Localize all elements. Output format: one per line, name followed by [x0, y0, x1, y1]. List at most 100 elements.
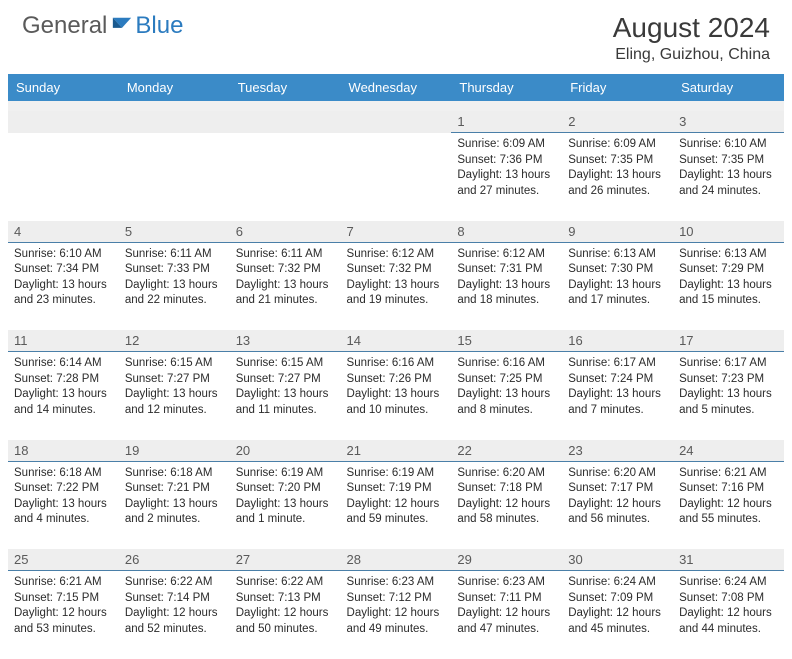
daylight-text: Daylight: 13 hours and 11 minutes. [236, 387, 335, 418]
sunset-text: Sunset: 7:23 PM [679, 372, 778, 388]
day-number-cell: 29 [451, 549, 562, 571]
daylight-text: Daylight: 13 hours and 10 minutes. [347, 387, 446, 418]
day-number-cell: 13 [230, 330, 341, 352]
day-cell: Sunrise: 6:23 AMSunset: 7:12 PMDaylight:… [341, 571, 452, 659]
sunset-text: Sunset: 7:32 PM [236, 262, 335, 278]
day-cell: Sunrise: 6:21 AMSunset: 7:16 PMDaylight:… [673, 461, 784, 549]
week-row: Sunrise: 6:14 AMSunset: 7:28 PMDaylight:… [8, 352, 784, 440]
day-number-cell: 21 [341, 440, 452, 462]
sunrise-text: Sunrise: 6:23 AM [457, 575, 556, 591]
day-number-cell: 31 [673, 549, 784, 571]
sunset-text: Sunset: 7:27 PM [125, 372, 224, 388]
day-number-cell: 27 [230, 549, 341, 571]
sunrise-text: Sunrise: 6:09 AM [457, 137, 556, 153]
sunrise-text: Sunrise: 6:12 AM [347, 247, 446, 263]
day-cell: Sunrise: 6:09 AMSunset: 7:35 PMDaylight:… [562, 133, 673, 221]
day-number-cell [230, 111, 341, 133]
day-cell: Sunrise: 6:19 AMSunset: 7:20 PMDaylight:… [230, 461, 341, 549]
logo: General Blue [22, 12, 183, 40]
day-header: Sunday [8, 74, 119, 101]
day-header: Friday [562, 74, 673, 101]
sunrise-text: Sunrise: 6:22 AM [125, 575, 224, 591]
sunrise-text: Sunrise: 6:17 AM [568, 356, 667, 372]
sunset-text: Sunset: 7:25 PM [457, 372, 556, 388]
day-cell: Sunrise: 6:11 AMSunset: 7:33 PMDaylight:… [119, 242, 230, 330]
day-number-cell: 10 [673, 221, 784, 243]
sunrise-text: Sunrise: 6:13 AM [679, 247, 778, 263]
daylight-text: Daylight: 12 hours and 59 minutes. [347, 497, 446, 528]
sunrise-text: Sunrise: 6:16 AM [347, 356, 446, 372]
day-number-cell: 6 [230, 221, 341, 243]
header: General Blue August 2024 Eling, Guizhou,… [0, 0, 792, 70]
sunset-text: Sunset: 7:32 PM [347, 262, 446, 278]
day-number-cell: 23 [562, 440, 673, 462]
day-header-row: Sunday Monday Tuesday Wednesday Thursday… [8, 74, 784, 101]
day-header: Wednesday [341, 74, 452, 101]
sunset-text: Sunset: 7:27 PM [236, 372, 335, 388]
sunrise-text: Sunrise: 6:11 AM [125, 247, 224, 263]
daylight-text: Daylight: 12 hours and 53 minutes. [14, 606, 113, 637]
day-number-row: 123 [8, 111, 784, 133]
sunrise-text: Sunrise: 6:18 AM [14, 466, 113, 482]
day-number-cell [341, 111, 452, 133]
day-number-cell [119, 111, 230, 133]
sunrise-text: Sunrise: 6:18 AM [125, 466, 224, 482]
sunset-text: Sunset: 7:22 PM [14, 481, 113, 497]
sunset-text: Sunset: 7:21 PM [125, 481, 224, 497]
daylight-text: Daylight: 13 hours and 22 minutes. [125, 278, 224, 309]
month-title: August 2024 [613, 12, 770, 44]
day-number-cell: 26 [119, 549, 230, 571]
day-number-cell: 28 [341, 549, 452, 571]
day-cell: Sunrise: 6:15 AMSunset: 7:27 PMDaylight:… [119, 352, 230, 440]
sunrise-text: Sunrise: 6:20 AM [457, 466, 556, 482]
sunrise-text: Sunrise: 6:13 AM [568, 247, 667, 263]
week-row: Sunrise: 6:09 AMSunset: 7:36 PMDaylight:… [8, 133, 784, 221]
daylight-text: Daylight: 13 hours and 15 minutes. [679, 278, 778, 309]
day-cell: Sunrise: 6:10 AMSunset: 7:34 PMDaylight:… [8, 242, 119, 330]
daylight-text: Daylight: 13 hours and 14 minutes. [14, 387, 113, 418]
day-cell: Sunrise: 6:21 AMSunset: 7:15 PMDaylight:… [8, 571, 119, 659]
day-cell: Sunrise: 6:13 AMSunset: 7:30 PMDaylight:… [562, 242, 673, 330]
sunset-text: Sunset: 7:11 PM [457, 591, 556, 607]
sunset-text: Sunset: 7:35 PM [679, 153, 778, 169]
week-row: Sunrise: 6:21 AMSunset: 7:15 PMDaylight:… [8, 571, 784, 659]
week-row: Sunrise: 6:18 AMSunset: 7:22 PMDaylight:… [8, 461, 784, 549]
day-number-cell: 2 [562, 111, 673, 133]
day-cell: Sunrise: 6:20 AMSunset: 7:18 PMDaylight:… [451, 461, 562, 549]
day-number-row: 25262728293031 [8, 549, 784, 571]
sunset-text: Sunset: 7:19 PM [347, 481, 446, 497]
daylight-text: Daylight: 12 hours and 44 minutes. [679, 606, 778, 637]
sunset-text: Sunset: 7:17 PM [568, 481, 667, 497]
logo-text-blue: Blue [135, 12, 183, 40]
location-text: Eling, Guizhou, China [613, 46, 770, 64]
logo-flag-icon [111, 15, 133, 37]
sunrise-text: Sunrise: 6:22 AM [236, 575, 335, 591]
sunrise-text: Sunrise: 6:10 AM [14, 247, 113, 263]
day-cell: Sunrise: 6:14 AMSunset: 7:28 PMDaylight:… [8, 352, 119, 440]
sunset-text: Sunset: 7:24 PM [568, 372, 667, 388]
day-cell: Sunrise: 6:23 AMSunset: 7:11 PMDaylight:… [451, 571, 562, 659]
calendar-body: 123Sunrise: 6:09 AMSunset: 7:36 PMDaylig… [8, 111, 784, 659]
daylight-text: Daylight: 13 hours and 2 minutes. [125, 497, 224, 528]
daylight-text: Daylight: 13 hours and 4 minutes. [14, 497, 113, 528]
sunrise-text: Sunrise: 6:15 AM [236, 356, 335, 372]
day-header: Saturday [673, 74, 784, 101]
day-number-cell: 9 [562, 221, 673, 243]
sunset-text: Sunset: 7:28 PM [14, 372, 113, 388]
day-cell: Sunrise: 6:20 AMSunset: 7:17 PMDaylight:… [562, 461, 673, 549]
day-number-cell: 15 [451, 330, 562, 352]
day-cell: Sunrise: 6:12 AMSunset: 7:32 PMDaylight:… [341, 242, 452, 330]
sunrise-text: Sunrise: 6:21 AM [679, 466, 778, 482]
day-number-cell [8, 111, 119, 133]
sunset-text: Sunset: 7:14 PM [125, 591, 224, 607]
title-block: August 2024 Eling, Guizhou, China [613, 12, 770, 64]
day-header: Thursday [451, 74, 562, 101]
day-number-cell: 7 [341, 221, 452, 243]
day-number-cell: 22 [451, 440, 562, 462]
sunset-text: Sunset: 7:08 PM [679, 591, 778, 607]
sunrise-text: Sunrise: 6:24 AM [679, 575, 778, 591]
day-number-cell: 18 [8, 440, 119, 462]
sunrise-text: Sunrise: 6:16 AM [457, 356, 556, 372]
daylight-text: Daylight: 13 hours and 19 minutes. [347, 278, 446, 309]
sunset-text: Sunset: 7:33 PM [125, 262, 224, 278]
